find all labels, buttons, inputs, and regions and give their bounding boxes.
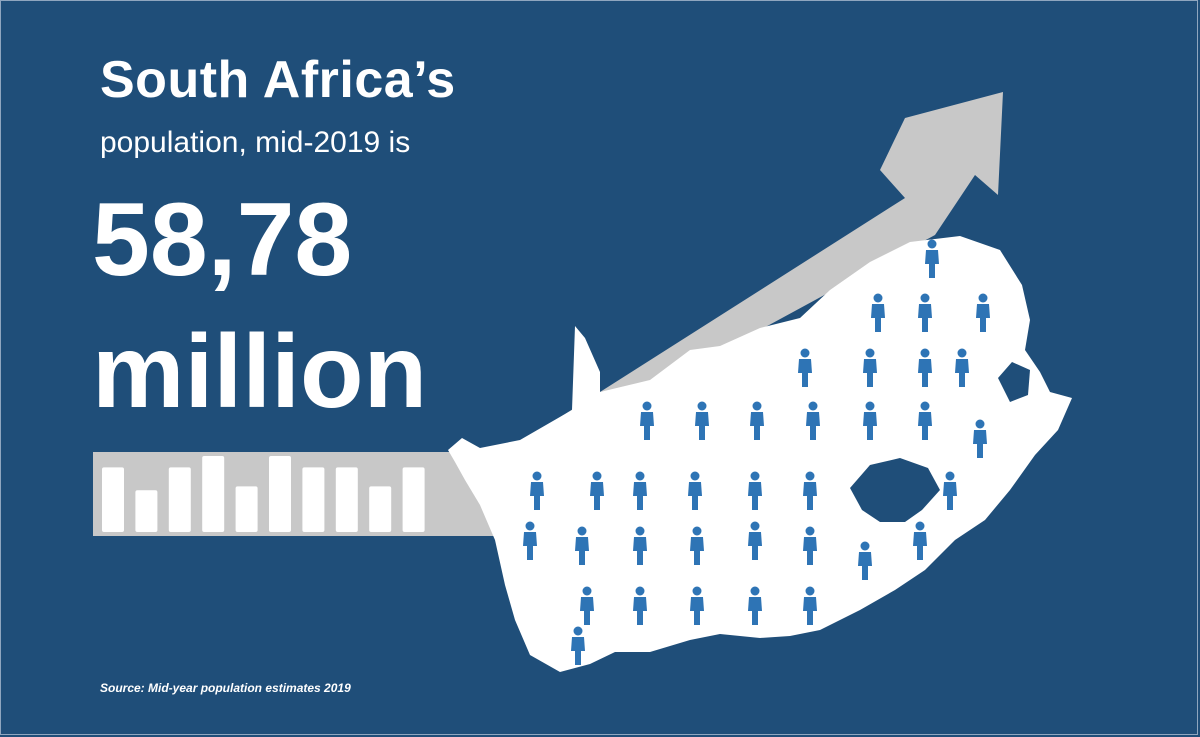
person-pregnant-icon — [640, 401, 654, 440]
person-walking-icon — [750, 401, 764, 440]
person-wheelchair-icon — [943, 471, 957, 510]
person-walking-icon — [580, 586, 594, 625]
person-graduate-icon — [863, 348, 877, 387]
bar-chart-bar — [369, 486, 392, 532]
eswatini-cutout — [998, 362, 1030, 402]
source-note: Source: Mid-year population estimates 20… — [100, 681, 351, 695]
person-pregnant-icon — [858, 541, 872, 580]
person-hiker-icon — [918, 293, 932, 332]
person-child-icon — [633, 526, 647, 565]
person-standing-icon — [976, 293, 990, 332]
bar-chart-bar — [168, 467, 191, 532]
bar-chart-icon — [93, 452, 495, 536]
person-wheelbarrow-icon — [803, 526, 817, 565]
person-cane-icon — [918, 348, 932, 387]
bar-chart-bar — [102, 467, 124, 532]
person-child-icon — [973, 419, 987, 458]
person-standing-icon — [748, 586, 762, 625]
person-walking-icon — [803, 471, 817, 510]
south-africa-map-icon — [448, 236, 1072, 672]
people-icons — [523, 239, 990, 665]
person-shopping-icon — [913, 521, 927, 560]
population-unit: million — [92, 314, 428, 430]
bar-chart-bar — [202, 456, 225, 532]
person-hiker-icon — [523, 521, 537, 560]
person-hiker-icon — [863, 401, 877, 440]
person-standing-icon — [575, 526, 589, 565]
person-child-icon — [803, 586, 817, 625]
bar-chart-bar — [402, 467, 425, 532]
person-graduate-icon — [530, 471, 544, 510]
person-walking-icon — [925, 239, 939, 278]
person-child-icon — [798, 348, 812, 387]
person-wheelchair-icon — [871, 293, 885, 332]
bar-chart-base — [93, 452, 495, 536]
person-wheelbarrow-icon — [955, 348, 969, 387]
person-shopping-icon — [748, 471, 762, 510]
subtitle: population, mid-2019 is — [100, 126, 411, 159]
bar-chart-bar — [235, 486, 258, 532]
title: South Africa’s — [100, 51, 456, 109]
person-standing-icon — [918, 401, 932, 440]
person-graduate-icon — [571, 626, 585, 665]
person-cane-icon — [590, 471, 604, 510]
person-wheelchair-icon — [806, 401, 820, 440]
population-value: 58,78 — [92, 182, 353, 298]
bar-chart-bar — [269, 456, 291, 532]
person-wheelchair-icon — [633, 586, 647, 625]
bar-chart-bar — [135, 490, 158, 532]
person-graduate-icon — [690, 526, 704, 565]
person-hiker-icon — [690, 586, 704, 625]
person-wheelbarrow-icon — [633, 471, 647, 510]
person-pregnant-icon — [688, 471, 702, 510]
bar-chart-bar — [335, 467, 358, 532]
person-cane-icon — [748, 521, 762, 560]
person-shopping-icon — [695, 401, 709, 440]
lesotho-cutout — [850, 458, 940, 522]
bar-chart-bar — [302, 467, 325, 532]
